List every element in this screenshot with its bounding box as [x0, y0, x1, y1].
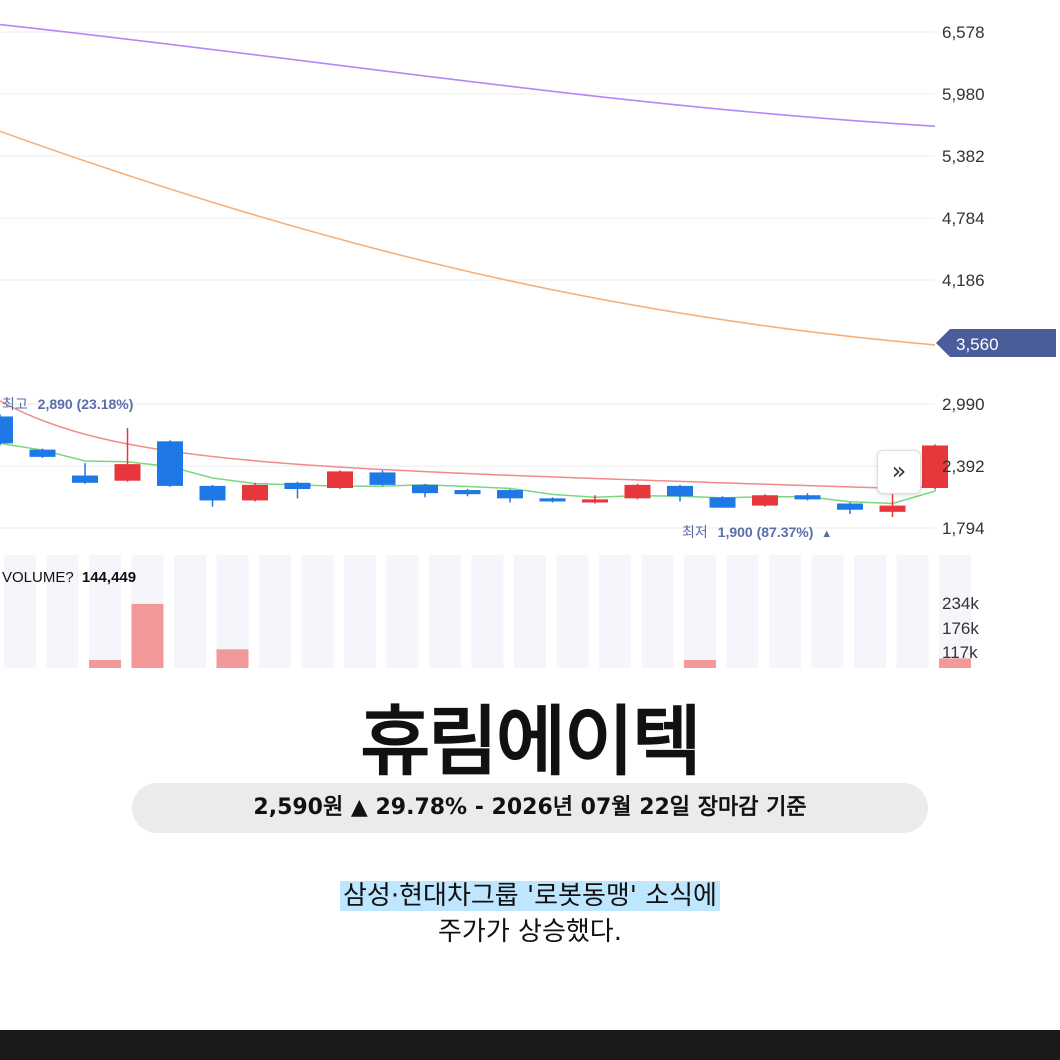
moving-average-lines: [0, 23, 936, 505]
candle-body: [837, 503, 863, 510]
y-axis-ticks: 6,578 5,980 5,382 4,784 4,186 2,990 2,392 1,794: [942, 23, 985, 538]
volume-title: VOLUME? 144,449: [2, 569, 136, 586]
low-note-prefix: 최저: [682, 524, 708, 540]
volume-column: [726, 555, 759, 668]
headline-line2: 주가가 상승했다.: [438, 917, 622, 947]
stock-name: 휴림에이텍: [360, 697, 702, 786]
volume-tick-label: 234k: [942, 594, 979, 613]
volume-tick-label: 176k: [942, 619, 979, 638]
y-tick-label: 5,980: [942, 85, 985, 104]
volume-column: [174, 555, 206, 668]
candle-body: [922, 445, 948, 488]
y-tick-label: 2,392: [942, 457, 985, 476]
volume-column: [89, 555, 121, 668]
ma-line-orange: [0, 130, 936, 346]
current-price-tag: 3,560: [936, 329, 1056, 357]
volume-column: [811, 555, 844, 668]
candle-body: [327, 471, 353, 488]
candle-body: [114, 464, 141, 481]
y-tick-label: 1,794: [942, 519, 985, 538]
volume-column: [344, 555, 376, 668]
volume-column: [429, 555, 461, 668]
candle-body: [157, 441, 183, 486]
low-note-marker: ▲: [821, 528, 832, 540]
high-note-value: 2,890 (23.18%): [38, 396, 134, 412]
candle-body: [624, 484, 651, 499]
volume-bar: [131, 603, 164, 668]
y-tick-label: 4,186: [942, 271, 985, 290]
candle-body: [497, 490, 523, 499]
bottom-bar: [0, 1030, 1060, 1060]
volume-column: [684, 555, 716, 668]
volume-column: [641, 555, 674, 668]
volume-column: [939, 555, 971, 668]
chevron-right-double-icon[interactable]: »: [877, 450, 921, 494]
volume-column: [4, 555, 36, 668]
ma-line-purple: [0, 23, 936, 127]
volume-bar: [939, 658, 971, 668]
candle-body: [412, 484, 438, 494]
y-tick-label: 6,578: [942, 23, 985, 42]
low-note-value: 1,900 (87.37%): [718, 524, 814, 540]
volume-tick-label: 117k: [942, 643, 978, 662]
candle-body: [29, 449, 56, 457]
headline: 삼성·현대차그룹 '로봇동맹' 소식에 주가가 상승했다.: [0, 878, 1060, 950]
candle-body: [879, 505, 906, 512]
stock-chart: 6,578 5,980 5,382 4,784 4,186 2,990 2,392 1,794…: [0, 23, 1056, 668]
headline-line1: 삼성·현대차그룹 '로봇동맹' 소식에: [340, 881, 720, 911]
y-tick-label: 4,784: [942, 209, 985, 228]
volume-column: [46, 555, 79, 668]
current-price-value: 3,560: [956, 335, 999, 354]
volume-bar: [216, 649, 249, 668]
low-note: 최저 1,900 (87.37%) ▲: [682, 524, 832, 540]
grid-lines: [0, 31, 935, 529]
volume-column: [769, 555, 801, 668]
volume-column: [471, 555, 504, 668]
candle-body: [794, 495, 821, 500]
candle-body: [72, 475, 98, 483]
candle-body: [242, 484, 268, 501]
volume-column: [599, 555, 631, 668]
y-tick-label: 2,990: [942, 395, 985, 414]
volume-column: [514, 555, 546, 668]
candle-body: [369, 472, 396, 485]
volume-column: [216, 555, 249, 668]
candle-body: [582, 499, 608, 503]
candle-body: [0, 416, 13, 444]
volume-value: 144,449: [82, 569, 136, 586]
y-tick-label: 5,382: [942, 147, 985, 166]
candle-body: [539, 498, 566, 502]
volume-label: VOLUME?: [2, 569, 74, 586]
candle-body: [454, 490, 481, 495]
candle-body: [667, 485, 693, 497]
volume-axis-ticks: 234k 176k 117k: [942, 594, 979, 662]
candle-body: [284, 482, 311, 490]
volume-bar: [89, 659, 121, 668]
volume-column: [386, 555, 419, 668]
volume-bars: [89, 603, 971, 668]
volume-column: [556, 555, 589, 668]
volume-column: [259, 555, 291, 668]
high-note: 최고 2,890 (23.18%): [2, 396, 133, 412]
volume-column: [854, 555, 886, 668]
candle-body: [199, 485, 226, 501]
volume-column: [301, 555, 334, 668]
candle-body: [709, 497, 736, 508]
volume-bar: [684, 659, 716, 668]
candle-body: [752, 495, 778, 506]
ma-line-red: [0, 400, 936, 490]
price-summary: 2,590원 ▲ 29.78% - 2026년 07월 22일 장마감 기준: [132, 783, 928, 833]
high-note-prefix: 최고: [2, 396, 28, 412]
candlesticks: [0, 414, 948, 518]
volume-columns-background: [4, 555, 971, 668]
volume-column: [896, 555, 929, 668]
